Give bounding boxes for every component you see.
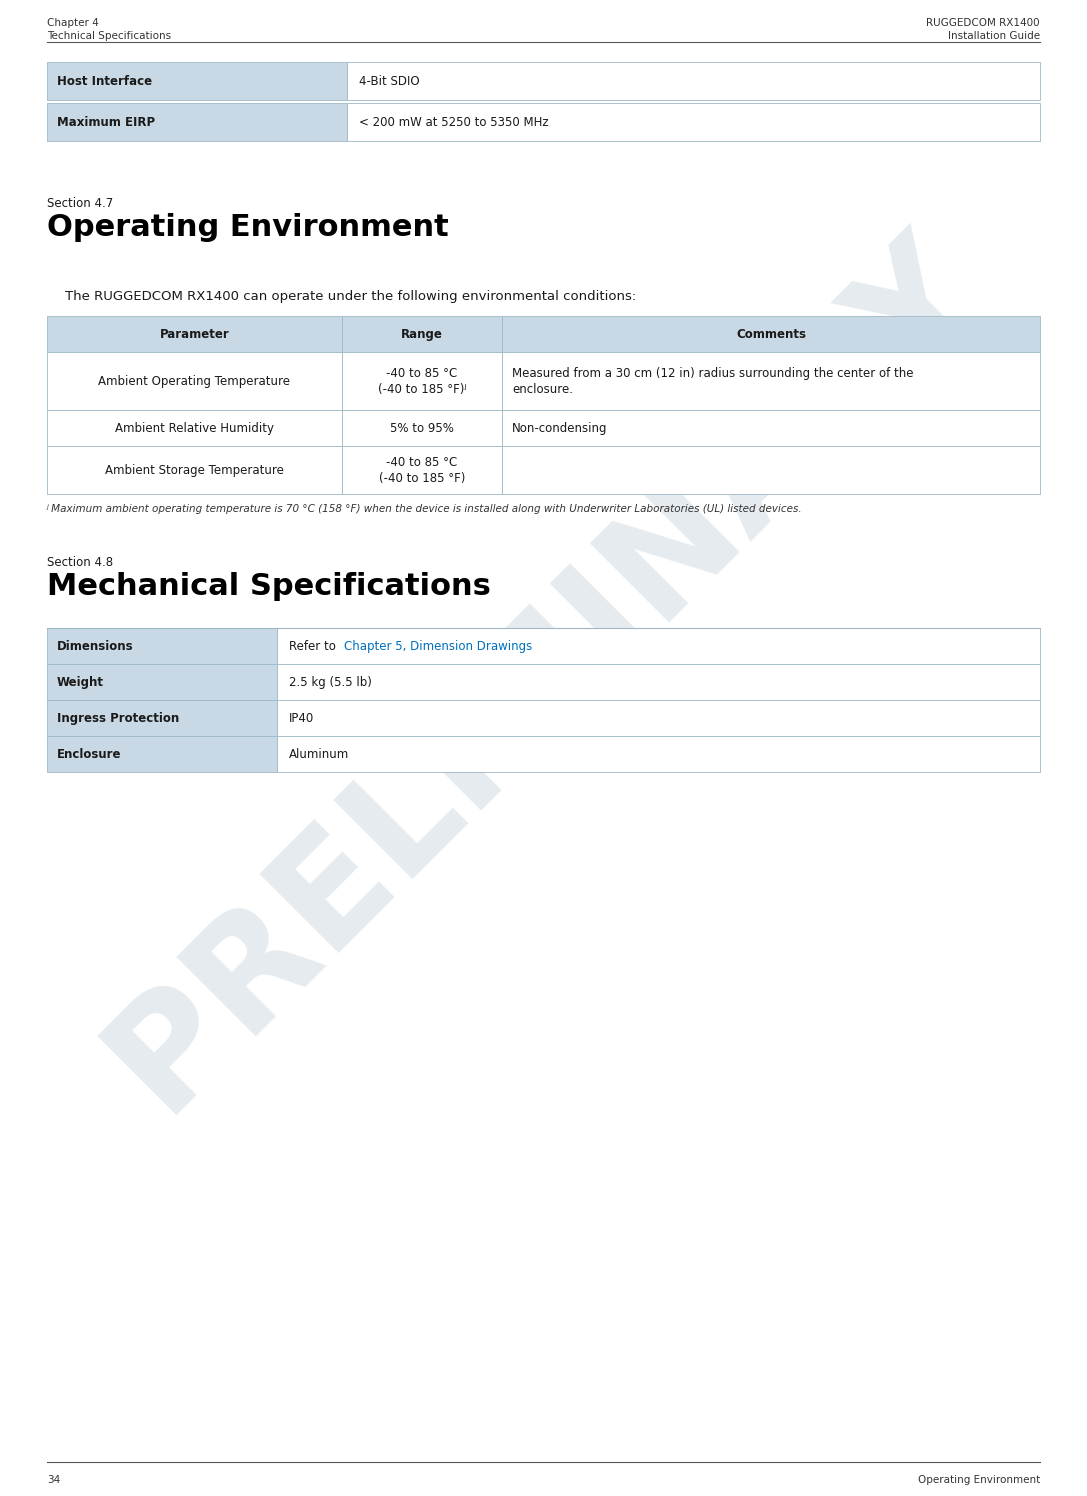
Text: 34: 34 <box>47 1475 60 1486</box>
Text: Enclosure: Enclosure <box>57 748 122 760</box>
Text: Range: Range <box>401 328 442 341</box>
Bar <box>502 316 1040 352</box>
Text: ʲ Maximum ambient operating temperature is 70 °C (158 °F) when the device is ins: ʲ Maximum ambient operating temperature … <box>47 504 802 515</box>
Bar <box>342 410 502 446</box>
Bar <box>277 664 1040 700</box>
Text: < 200 mW at 5250 to 5350 MHz: < 200 mW at 5250 to 5350 MHz <box>359 115 549 129</box>
Text: Ambient Storage Temperature: Ambient Storage Temperature <box>105 464 284 477</box>
Bar <box>47 446 342 494</box>
Bar <box>342 352 502 410</box>
Text: (-40 to 185 °F)ʲ: (-40 to 185 °F)ʲ <box>378 383 466 395</box>
Text: IP40: IP40 <box>289 712 314 724</box>
Bar <box>277 700 1040 736</box>
Text: Operating Environment: Operating Environment <box>917 1475 1040 1486</box>
Text: Dimensions: Dimensions <box>57 639 134 652</box>
Text: 5% to 95%: 5% to 95% <box>390 422 454 434</box>
Bar <box>342 316 502 352</box>
Bar <box>502 410 1040 446</box>
Text: Mechanical Specifications: Mechanical Specifications <box>47 571 491 601</box>
Text: Measured from a 30 cm (12 in) radius surrounding the center of the: Measured from a 30 cm (12 in) radius sur… <box>512 367 913 380</box>
Text: Aluminum: Aluminum <box>289 748 349 760</box>
Bar <box>47 61 347 100</box>
Text: Section 4.8: Section 4.8 <box>47 557 113 568</box>
Text: Maximum EIRP: Maximum EIRP <box>57 115 155 129</box>
Text: (-40 to 185 °F): (-40 to 185 °F) <box>378 471 465 485</box>
Text: Refer to: Refer to <box>289 639 343 652</box>
Text: Ambient Operating Temperature: Ambient Operating Temperature <box>99 374 290 387</box>
Bar <box>47 410 342 446</box>
Text: Chapter 5, Dimension Drawings: Chapter 5, Dimension Drawings <box>343 639 533 652</box>
Text: Operating Environment: Operating Environment <box>47 212 449 242</box>
Bar <box>277 736 1040 772</box>
Text: enclosure.: enclosure. <box>512 383 573 395</box>
Text: Ambient Relative Humidity: Ambient Relative Humidity <box>115 422 274 434</box>
Text: Non-condensing: Non-condensing <box>512 422 608 434</box>
Text: RUGGEDCOM RX1400: RUGGEDCOM RX1400 <box>926 18 1040 28</box>
Bar <box>47 628 277 664</box>
Bar <box>47 664 277 700</box>
Text: Parameter: Parameter <box>160 328 229 341</box>
Bar <box>347 61 1040 100</box>
Text: Ingress Protection: Ingress Protection <box>57 712 179 724</box>
Text: Technical Specifications: Technical Specifications <box>47 31 171 40</box>
Bar <box>502 352 1040 410</box>
Text: Weight: Weight <box>57 676 104 688</box>
Bar <box>47 736 277 772</box>
Bar <box>47 103 347 141</box>
Text: -40 to 85 °C: -40 to 85 °C <box>386 367 458 380</box>
Text: Comments: Comments <box>736 328 805 341</box>
Bar <box>47 316 342 352</box>
Bar <box>277 628 1040 664</box>
Bar <box>502 446 1040 494</box>
Text: Installation Guide: Installation Guide <box>948 31 1040 40</box>
Text: Chapter 4: Chapter 4 <box>47 18 99 28</box>
Bar <box>347 103 1040 141</box>
Text: Section 4.7: Section 4.7 <box>47 197 113 209</box>
Text: Host Interface: Host Interface <box>57 75 152 87</box>
Bar <box>342 446 502 494</box>
Text: PRELIMINARY: PRELIMINARY <box>79 209 1008 1137</box>
Text: The RUGGEDCOM RX1400 can operate under the following environmental conditions:: The RUGGEDCOM RX1400 can operate under t… <box>65 290 636 304</box>
Bar <box>47 352 342 410</box>
Text: -40 to 85 °C: -40 to 85 °C <box>386 455 458 468</box>
Text: 2.5 kg (5.5 lb): 2.5 kg (5.5 lb) <box>289 676 372 688</box>
Text: 4-Bit SDIO: 4-Bit SDIO <box>359 75 420 87</box>
Bar <box>47 700 277 736</box>
